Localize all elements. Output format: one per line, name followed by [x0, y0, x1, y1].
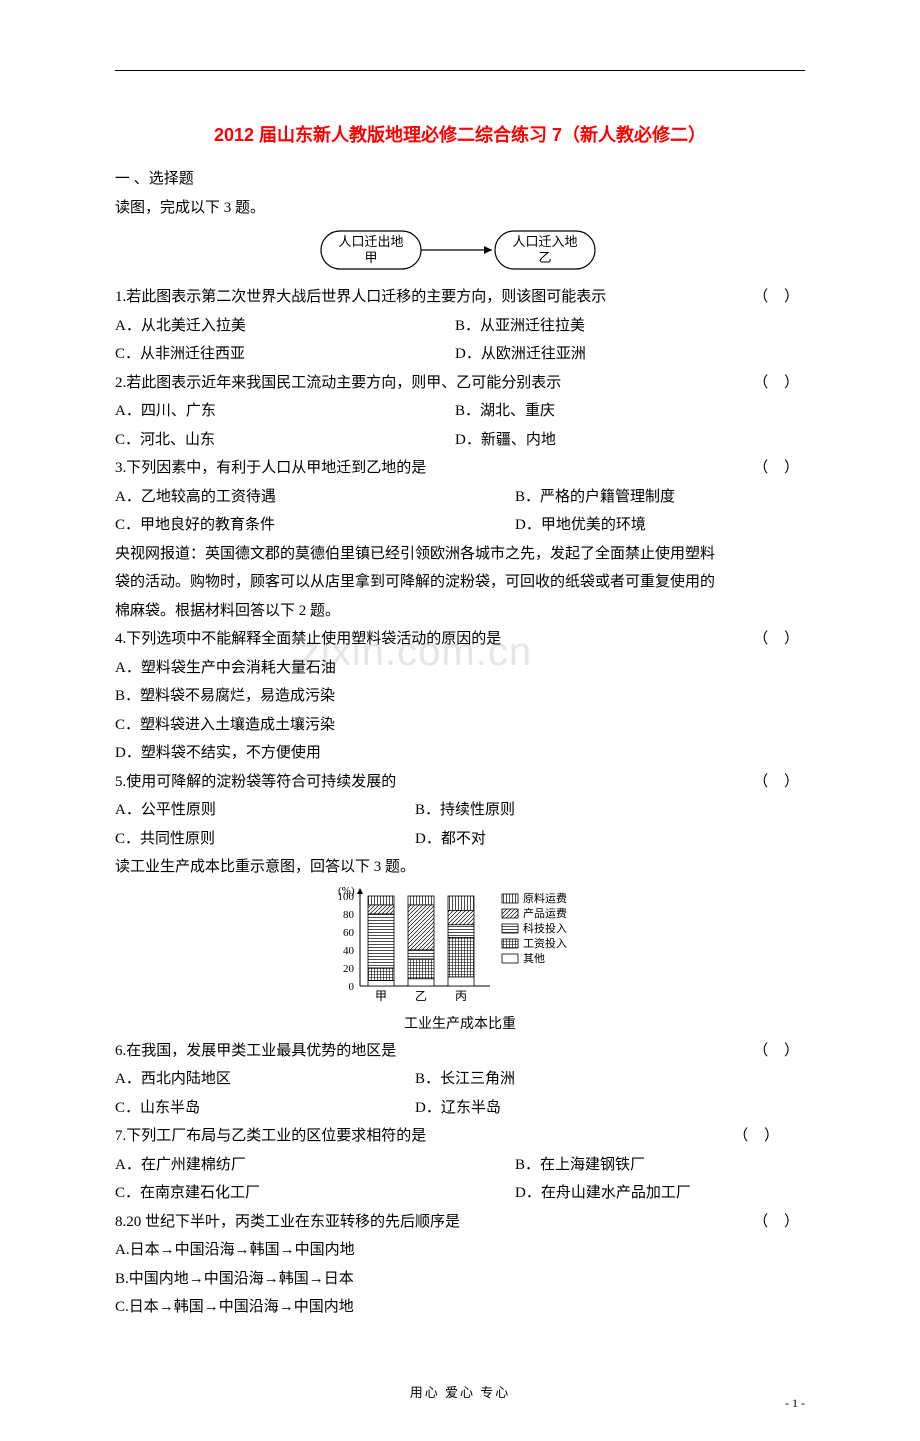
page-footer: 用心 爱心 专心 — [115, 1382, 805, 1401]
svg-text:产品运费: 产品运费 — [523, 906, 567, 920]
q6-options-row2: C．山东半岛 D．辽东半岛 — [115, 1094, 805, 1123]
svg-text:甲: 甲 — [375, 989, 387, 1003]
q4-option-c: C．塑料袋进入土壤造成土壤污染 — [115, 711, 805, 740]
intro2-line3: 棉麻袋。根据材料回答以下 2 题。 — [115, 597, 805, 626]
q4-option-d: D．塑料袋不结实，不方便使用 — [115, 739, 805, 768]
q5-text: 5.使用可降解的淀粉袋等符合可持续发展的 — [115, 774, 396, 790]
q3-option-a: A．乙地较高的工资待遇 — [115, 483, 515, 512]
page-title: 2012 届山东新人教版地理必修二综合练习 7（新人教必修二） — [115, 121, 805, 147]
svg-text:60: 60 — [343, 927, 355, 939]
question-2: 2.若此图表示近年来我国民工流动主要方向，则甲、乙可能分别表示 （ ） — [115, 369, 805, 398]
q1-options-row2: C．从非洲迁往西亚 D．从欧洲迁往亚洲 — [115, 340, 805, 369]
q8-option-b: B.中国内地→中国沿海→韩国→日本 — [115, 1265, 805, 1294]
svg-text:100: 100 — [338, 891, 355, 903]
q3-options-row1: A．乙地较高的工资待遇 B．严格的户籍管理制度 — [115, 483, 805, 512]
q5-option-d: D．都不对 — [415, 825, 805, 854]
q3-text: 3.下列因素中，有利于人口从甲地迁到乙地的是 — [115, 460, 426, 476]
migration-diagram: 人口迁出地 甲 人口迁入地 乙 — [115, 228, 805, 277]
svg-text:其他: 其他 — [523, 952, 545, 965]
q4-option-b: B．塑料袋不易腐烂，易造成污染 — [115, 682, 805, 711]
q6-option-b: B．长江三角洲 — [415, 1065, 805, 1094]
question-3: 3.下列因素中，有利于人口从甲地迁到乙地的是 （ ） — [115, 454, 805, 483]
q2-options-row1: A．四川、广东 B．湖北、重庆 — [115, 397, 805, 426]
svg-text:40: 40 — [343, 945, 355, 957]
svg-text:80: 80 — [343, 909, 355, 921]
q5-option-c: C．共同性原则 — [115, 825, 415, 854]
q7-option-d: D．在舟山建水产品加工厂 — [515, 1179, 805, 1208]
q2-options-row2: C．河北、山东 D．新疆、内地 — [115, 426, 805, 455]
q6-options-row1: A．西北内陆地区 B．长江三角洲 — [115, 1065, 805, 1094]
cost-bar-chart: (%)020406080100甲乙丙原料运费产品运费科技投入工资投入其他 — [115, 886, 805, 1011]
q5-option-a: A．公平性原则 — [115, 796, 415, 825]
svg-text:乙: 乙 — [415, 989, 427, 1003]
q7-option-a: A．在广州建棉纺厂 — [115, 1151, 515, 1180]
q6-option-d: D．辽东半岛 — [415, 1094, 805, 1123]
q1-option-a: A．从北美迁入拉美 — [115, 312, 455, 341]
q1-option-b: B．从亚洲迁往拉美 — [455, 312, 805, 341]
q8-option-c: C.日本→韩国→中国沿海→中国内地 — [115, 1293, 805, 1322]
svg-text:人口迁出地: 人口迁出地 — [338, 234, 403, 249]
intro2-line2: 袋的活动。购物时，顾客可以从店里拿到可降解的淀粉袋，可回收的纸袋或者可重复使用的 — [115, 568, 805, 597]
section-heading: 一 、选择题 — [115, 165, 805, 194]
q1-option-c: C．从非洲迁往西亚 — [115, 340, 455, 369]
q1-options-row1: A．从北美迁入拉美 B．从亚洲迁往拉美 — [115, 312, 805, 341]
svg-text:原料运费: 原料运费 — [523, 891, 567, 905]
question-7: 7.下列工厂布局与乙类工业的区位要求相符的是 （ ） — [115, 1122, 805, 1151]
svg-text:20: 20 — [343, 963, 355, 975]
q2-option-d: D．新疆、内地 — [455, 426, 805, 455]
svg-text:人口迁入地: 人口迁入地 — [512, 234, 577, 249]
q7-text: 7.下列工厂布局与乙类工业的区位要求相符的是 — [115, 1128, 426, 1144]
answer-blank: （ ） — [753, 454, 805, 483]
q8-text: 8.20 世纪下半叶，丙类工业在东亚转移的先后顺序是 — [115, 1214, 460, 1230]
q6-option-a: A．西北内陆地区 — [115, 1065, 415, 1094]
question-1: 1.若此图表示第二次世界大战后世界人口迁移的主要方向，则该图可能表示 （ ） — [115, 283, 805, 312]
q2-option-c: C．河北、山东 — [115, 426, 455, 455]
q7-options-row1: A．在广州建棉纺厂 B．在上海建钢铁厂 — [115, 1151, 805, 1180]
svg-text:丙: 丙 — [455, 989, 467, 1003]
q1-option-d: D．从欧洲迁往亚洲 — [455, 340, 805, 369]
q1-text: 1.若此图表示第二次世界大战后世界人口迁移的主要方向，则该图可能表示 — [115, 289, 606, 305]
question-6: 6.在我国，发展甲类工业最具优势的地区是 （ ） — [115, 1037, 805, 1066]
q6-option-c: C．山东半岛 — [115, 1094, 415, 1123]
svg-text:甲: 甲 — [364, 250, 377, 265]
top-rule — [115, 70, 805, 71]
q2-option-a: A．四川、广东 — [115, 397, 455, 426]
svg-text:科技投入: 科技投入 — [523, 921, 567, 935]
intro2-line1: 央视网报道：英国德文郡的莫德伯里镇已经引领欧洲各城市之先，发起了全面禁止使用塑料 — [115, 540, 805, 569]
q5-options-row1: A．公平性原则 B．持续性原则 — [115, 796, 805, 825]
q3-option-c: C．甲地良好的教育条件 — [115, 511, 515, 540]
answer-blank: （ ） — [753, 283, 805, 312]
q4-option-a: A．塑料袋生产中会消耗大量石油 — [115, 654, 805, 683]
answer-blank: （ ） — [753, 1037, 805, 1066]
q3-option-d: D．甲地优美的环境 — [515, 511, 805, 540]
chart-caption: 工业生产成本比重 — [115, 1013, 805, 1033]
q2-text: 2.若此图表示近年来我国民工流动主要方向，则甲、乙可能分别表示 — [115, 375, 561, 391]
q8-option-a: A.日本→中国沿海→韩国→中国内地 — [115, 1236, 805, 1265]
answer-blank: （ ） — [753, 768, 805, 797]
q3-option-b: B．严格的户籍管理制度 — [515, 483, 805, 512]
svg-text:工资投入: 工资投入 — [523, 936, 567, 950]
q7-options-row2: C．在南京建石化工厂 D．在舟山建水产品加工厂 — [115, 1179, 805, 1208]
svg-text:0: 0 — [349, 981, 355, 993]
q5-options-row2: C．共同性原则 D．都不对 — [115, 825, 805, 854]
q4-text: 4.下列选项中不能解释全面禁止使用塑料袋活动的原因的是 — [115, 631, 501, 647]
q6-text: 6.在我国，发展甲类工业最具优势的地区是 — [115, 1043, 396, 1059]
svg-text:乙: 乙 — [538, 250, 551, 265]
intro-text: 读图，完成以下 3 题。 — [115, 194, 805, 223]
question-8: 8.20 世纪下半叶，丙类工业在东亚转移的先后顺序是 （ ） — [115, 1208, 805, 1237]
answer-blank: （ ） — [753, 625, 805, 654]
intro-text-3: 读工业生产成本比重示意图，回答以下 3 题。 — [115, 853, 805, 882]
q3-options-row2: C．甲地良好的教育条件 D．甲地优美的环境 — [115, 511, 805, 540]
q5-option-b: B．持续性原则 — [415, 796, 805, 825]
answer-blank: （ ） — [753, 369, 805, 398]
q7-option-b: B．在上海建钢铁厂 — [515, 1151, 805, 1180]
q7-option-c: C．在南京建石化工厂 — [115, 1179, 515, 1208]
answer-blank: （ ） — [733, 1122, 785, 1151]
q2-option-b: B．湖北、重庆 — [455, 397, 805, 426]
question-5: 5.使用可降解的淀粉袋等符合可持续发展的 （ ） — [115, 768, 805, 797]
question-4: 4.下列选项中不能解释全面禁止使用塑料袋活动的原因的是 （ ） — [115, 625, 805, 654]
answer-blank: （ ） — [753, 1208, 805, 1237]
